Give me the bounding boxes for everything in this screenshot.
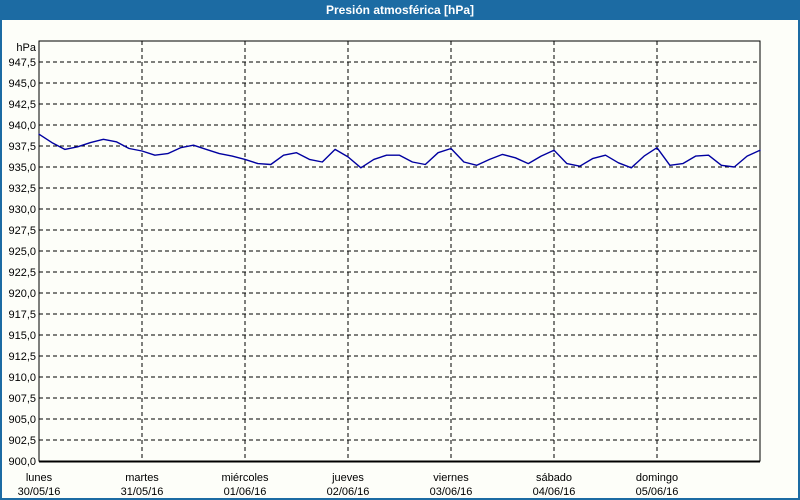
y-tick-label: 900,0	[8, 456, 36, 468]
x-tick-date-label: 02/06/16	[327, 486, 370, 498]
y-tick-label: 915,0	[8, 330, 36, 342]
x-tick-date-label: 03/06/16	[430, 486, 473, 498]
y-tick-label: 907,5	[8, 393, 36, 405]
y-tick-label: 930,0	[8, 204, 36, 216]
x-tick-date-label: 04/06/16	[533, 486, 576, 498]
x-tick-day-label: martes	[125, 472, 159, 484]
plot-border	[38, 40, 761, 462]
y-tick-label: 940,0	[8, 120, 36, 132]
y-tick-label: 922,5	[8, 267, 36, 279]
x-tick-day-label: lunes	[26, 472, 53, 484]
x-tick-date-label: 31/05/16	[121, 486, 164, 498]
x-tick-day-label: jueves	[331, 472, 364, 484]
plot-area: hPa 947,5 945,0 942,5 940,0 937,5 935,0 932,5 93…	[8, 40, 761, 498]
y-tick-label: 932,5	[8, 183, 36, 195]
y-tick-label: 902,5	[8, 435, 36, 447]
y-tick-label: 945,0	[8, 78, 36, 90]
x-tick-day-label: domingo	[636, 472, 678, 484]
y-tick-label: 942,5	[8, 99, 36, 111]
y-tick-label: 910,0	[8, 372, 36, 384]
y-tick-label: 917,5	[8, 309, 36, 321]
x-tick-day-label: viernes	[433, 472, 469, 484]
x-axis-labels: lunes 30/05/16 martes 31/05/16 miércoles 01/0…	[18, 472, 679, 498]
y-tick-label: 925,0	[8, 246, 36, 258]
y-axis-labels: hPa 947,5 945,0 942,5 940,0 937,5 935,0 932,5 93…	[8, 42, 36, 468]
y-tick-label: 920,0	[8, 288, 36, 300]
window-title: Presión atmosférica [hPa]	[326, 3, 474, 17]
y-tick-label: 912,5	[8, 351, 36, 363]
y-tick-label: 947,5	[8, 57, 36, 69]
y-tick-label: 905,0	[8, 414, 36, 426]
x-tick-day-label: sábado	[536, 472, 572, 484]
y-tick-label: 935,0	[8, 162, 36, 174]
x-tick-date-label: 01/06/16	[224, 486, 267, 498]
y-tick-label: 937,5	[8, 141, 36, 153]
title-bar	[0, 0, 800, 20]
x-tick-date-label: 05/06/16	[636, 486, 679, 498]
y-axis-unit-label: hPa	[16, 42, 36, 54]
x-tick-day-label: miércoles	[221, 472, 269, 484]
y-tick-label: 927,5	[8, 225, 36, 237]
x-tick-date-label: 30/05/16	[18, 486, 61, 498]
grid-lines	[39, 41, 760, 461]
pressure-line	[38, 133, 761, 169]
